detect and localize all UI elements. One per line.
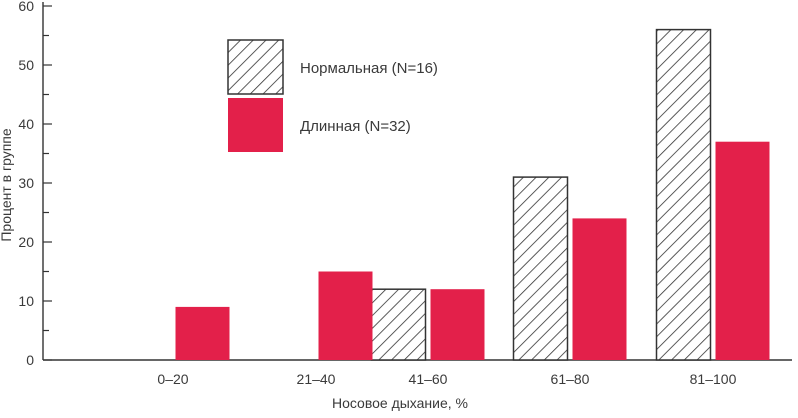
legend: Нормальная (N=16) Длинная (N=32) [227, 39, 438, 152]
legend-label: Нормальная (N=16) [300, 60, 438, 77]
y-tick-label: 10 [18, 293, 34, 309]
x-tick-label: 0–20 [157, 371, 188, 387]
y-axis-label: Процент в группе [0, 128, 14, 242]
x-tick-label: 21–40 [297, 371, 336, 387]
normal-bar [655, 28, 712, 361]
plot-area: 0 10 20 30 40 50 60 0–20 21–40 41–60 61–80 81–100 [18, 0, 792, 387]
y-tick-label: 20 [18, 234, 34, 250]
y-tick-label: 60 [18, 0, 34, 14]
x-axis-label: Носовое дыхание, % [332, 395, 468, 411]
legend-swatch [227, 39, 284, 95]
normal-bar [512, 176, 569, 361]
y-tick-label: 40 [18, 116, 34, 132]
long-bar [715, 141, 770, 360]
y-tick-label: 0 [26, 352, 34, 368]
long-bar [430, 289, 485, 360]
normal-bar [370, 288, 427, 361]
long-bar [175, 306, 230, 360]
legend-label: Длинная (N=32) [300, 118, 411, 135]
x-tick-label: 81–100 [690, 371, 737, 387]
x-tick-label: 41–60 [409, 371, 448, 387]
y-tick-label: 30 [18, 175, 34, 191]
y-tick-label: 50 [18, 57, 34, 73]
long-bar [572, 218, 627, 360]
long-bar [318, 271, 373, 360]
x-tick-label: 61–80 [551, 371, 590, 387]
legend-swatch [228, 98, 283, 152]
